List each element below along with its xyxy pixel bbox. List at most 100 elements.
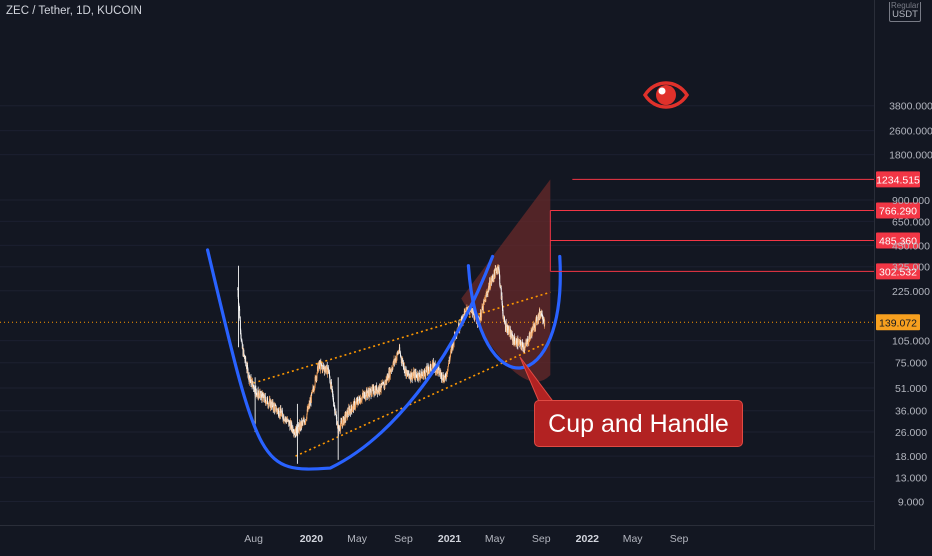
candle-body [318,364,319,372]
candle-body [421,374,423,379]
candle-body [489,280,491,289]
candle-body [281,413,283,416]
time-axis[interactable]: Aug 2020 May Sep 2021 May Sep 2022 May Sep [0,525,874,551]
current-price-label: 139.072 [879,317,917,329]
candle-body [308,405,310,409]
candle-body [351,409,353,412]
candle-body [434,363,436,367]
currency-badge[interactable]: Regular USDT [889,2,921,22]
candle-body [539,310,541,317]
candle-body [512,335,514,342]
candle-body [408,370,410,375]
candle-body [529,332,531,336]
candle-body [500,288,502,299]
candles[interactable] [237,264,546,464]
candle-body [396,352,398,357]
candle-body [441,372,443,380]
candle-body [310,392,312,403]
candle-body [544,320,546,326]
candle-body [525,342,527,346]
candle-body [432,362,434,367]
candle-body [509,329,511,333]
candle-body [486,292,488,294]
candle-body [315,376,317,381]
price-tick-label: 900.000 [892,195,930,207]
candle-body [491,276,493,280]
candle-body [525,342,527,343]
candle-body [427,366,429,373]
candle-body [466,307,468,310]
current-price-tag [876,314,920,331]
candle-body [349,409,351,414]
candle-body [403,368,405,370]
candle-body [383,384,385,389]
candle-body [401,360,403,363]
candle-body [421,375,423,376]
candle-body [408,374,410,376]
candle-body [306,409,308,414]
candle-body [428,371,430,373]
candle-body [332,395,334,402]
candle-body [399,347,401,353]
candle-body [499,275,501,285]
candle-body [335,414,337,417]
candle-body [342,419,344,427]
candle-body [358,397,360,400]
candle-body [494,270,495,274]
price-tick-label: 225.000 [892,286,930,298]
candle-body [339,425,341,431]
candle-body [445,378,447,379]
candle-body [306,413,308,419]
candle-body [523,345,525,350]
candle-body [413,373,415,378]
candle-body [239,320,241,331]
candle-body [367,393,369,397]
candle-body [484,300,486,301]
candle-body [483,301,484,311]
candle-body [274,405,276,411]
candle-body [313,388,315,390]
candle-body [250,380,252,385]
time-tick-label: May [485,533,506,545]
cup-curve [205,248,495,471]
price-axis[interactable]: 3800.000 2600.000 1800.000 900.000 650.000 45… [874,0,932,550]
symbol-title[interactable]: ZEC / Tether, 1D, KUCOIN [6,5,142,17]
candle-body [399,352,401,354]
candle-body [506,330,507,332]
candle-body [376,385,378,393]
candle-body [303,419,305,422]
candle-body [450,349,452,351]
candle-body [489,287,491,289]
candle-body [396,356,398,361]
candle-body [527,342,529,344]
candle-body [391,368,393,370]
candle-body [264,396,266,401]
candle-body [491,279,493,283]
price-tick-label: 105.000 [892,336,930,348]
candle-body [270,401,272,407]
candle-body [409,375,410,378]
candle-body [397,352,399,355]
candle-body [415,371,417,375]
candle-body [303,420,304,422]
candle-body [447,366,449,371]
candle-body [238,305,240,309]
candle-body [481,311,483,318]
candle-body [524,345,526,347]
candle-body [508,332,510,334]
candle-body [284,418,286,420]
target-price-tag [876,202,920,219]
candle-body [355,402,356,407]
candle-body [339,428,341,431]
candle-body [298,425,300,432]
candle-body [360,400,362,402]
candle-body [387,375,389,380]
cup-and-handle-label: Cup and Handle [534,400,743,447]
candle-body [353,401,355,410]
candle-body [268,403,270,407]
currency-hint: Regular [891,1,920,10]
candle-body [504,322,506,325]
candle-body [298,424,299,427]
candle-body [515,343,517,345]
